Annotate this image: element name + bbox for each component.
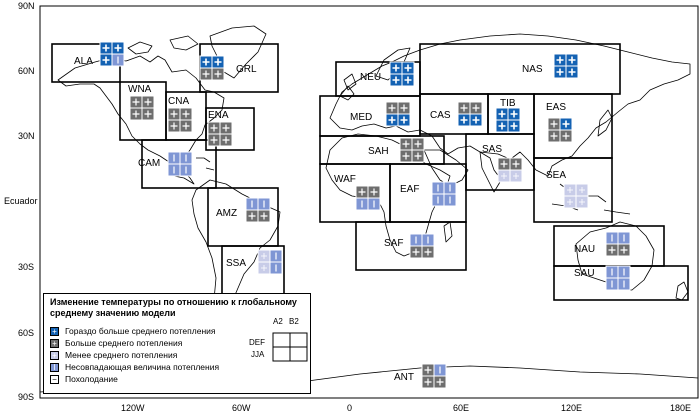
region-glyph-ena <box>207 121 233 147</box>
legend-label: Несовпадающая величина потепления <box>65 362 220 372</box>
lat-label-30n: 30N <box>18 131 35 141</box>
legend-item-inconsistent: ǀ Несовпадающая величина потепления <box>50 362 220 373</box>
region-glyph-cas <box>457 101 483 127</box>
legend-item-greater: + Больше среднего потепления <box>50 338 183 349</box>
region-label-ala: ALA <box>74 56 93 67</box>
region-glyph-cam <box>167 151 193 177</box>
region-box-saf <box>355 221 467 271</box>
legend-label: Гораздо больше среднего потепления <box>65 326 216 336</box>
swatch-inconsistent: ǀ <box>50 363 59 373</box>
legend: Изменение температуры по отношению к гло… <box>43 293 311 394</box>
region-glyph-amz <box>245 197 271 223</box>
region-label-eaf: EAF <box>400 184 419 195</box>
key-col-a2: A2 <box>273 317 283 326</box>
key-grid <box>272 332 308 362</box>
lat-label-30s: 30S <box>18 262 35 272</box>
swatch-cooling: − <box>50 375 59 385</box>
region-glyph-saf <box>409 233 435 259</box>
region-glyph-nau <box>605 231 631 257</box>
legend-label: Похолодание <box>65 374 118 384</box>
region-label-saf: SAF <box>384 238 403 249</box>
legend-label: Менее среднего потепления <box>65 350 178 360</box>
region-glyph-sea <box>563 183 589 209</box>
lat-label-equator: Ecuador <box>4 196 38 206</box>
region-glyph-sau <box>605 265 631 291</box>
swatch-greater: + <box>50 339 59 349</box>
lon-label-120e: 120E <box>561 403 583 413</box>
lat-label-60n: 60N <box>18 66 35 76</box>
lon-label-60e: 60E <box>453 403 470 413</box>
region-label-sah: SAH <box>368 146 389 157</box>
swatch-less: + <box>50 351 59 361</box>
key-row-jja: JJA <box>251 350 265 359</box>
region-label-sas: SAS <box>482 144 502 155</box>
region-glyph-nas <box>553 53 579 79</box>
region-label-cas: CAS <box>430 110 451 121</box>
key-col-b2: B2 <box>289 317 299 326</box>
region-glyph-ala <box>99 41 125 67</box>
region-glyph-ant <box>421 363 447 389</box>
legend-item-cooling: − Похолодание <box>50 374 118 385</box>
legend-item-much-greater: + Гораздо больше среднего потепления <box>50 326 216 337</box>
region-label-ssa: SSA <box>226 258 246 269</box>
lon-label-0: 0 <box>347 403 353 413</box>
legend-label: Больше среднего потепления <box>65 338 183 348</box>
region-glyph-eaf <box>431 181 457 207</box>
region-label-nas: NAS <box>522 64 543 75</box>
region-glyph-sas <box>497 157 523 183</box>
region-label-ant: ANT <box>394 372 414 383</box>
lat-label-90s: 90S <box>18 392 35 402</box>
region-box-cam <box>141 139 217 189</box>
region-glyph-grl <box>199 55 225 81</box>
region-glyph-wna <box>129 95 155 121</box>
region-label-waf: WAF <box>334 174 356 185</box>
region-label-nau: NAU <box>574 244 595 255</box>
region-label-amz: AMZ <box>216 208 237 219</box>
lon-label-180e: 180E <box>670 403 692 413</box>
region-box-ena <box>205 107 255 151</box>
region-label-grl: GRL <box>236 64 257 75</box>
region-glyph-med <box>385 101 411 127</box>
region-glyph-sah <box>399 137 425 163</box>
legend-title: Изменение температуры по отношению к гло… <box>50 297 297 318</box>
lon-label-60w: 60W <box>232 403 251 413</box>
region-label-eas: EAS <box>546 102 566 113</box>
region-label-cam: CAM <box>138 158 160 169</box>
region-label-cna: CNA <box>168 96 189 107</box>
lat-label-90n: 90N <box>18 1 35 11</box>
region-glyph-eas <box>547 117 573 143</box>
lon-label-120w: 120W <box>121 403 145 413</box>
region-glyph-tib <box>495 107 521 133</box>
region-glyph-ssa <box>257 249 283 275</box>
key-row-def: DEF <box>249 338 265 347</box>
region-box-sea <box>533 157 613 223</box>
legend-item-less: + Менее среднего потепления <box>50 350 178 361</box>
region-label-sea: SEA <box>546 170 566 181</box>
region-glyph-waf <box>355 185 381 211</box>
swatch-much-greater: + <box>50 327 59 337</box>
region-label-sau: SAU <box>574 268 595 279</box>
lat-label-60s: 60S <box>18 328 35 338</box>
region-label-tib: TIB <box>500 98 516 109</box>
region-label-wna: WNA <box>128 84 152 95</box>
region-glyph-cna <box>167 107 193 133</box>
region-label-ena: ENA <box>208 110 229 121</box>
region-label-med: MED <box>350 112 372 123</box>
region-glyph-neu <box>389 61 415 87</box>
region-label-neu: NEU <box>360 72 381 83</box>
